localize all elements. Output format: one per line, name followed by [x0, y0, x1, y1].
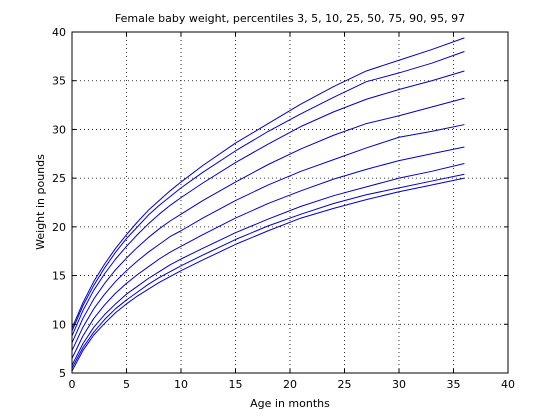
x-tick-label: 30: [392, 378, 406, 391]
chart-title: Female baby weight, percentiles 3, 5, 10…: [115, 12, 465, 25]
y-tick-label: 30: [52, 123, 66, 136]
x-tick-label: 40: [501, 378, 515, 391]
series-line: [71, 37, 465, 329]
x-axis-label: Age in months: [250, 397, 330, 410]
x-tick-label: 35: [447, 378, 461, 391]
x-tick-label: 25: [338, 378, 352, 391]
x-tick-label: 10: [174, 378, 188, 391]
series-line: [71, 146, 465, 359]
series-lines: [71, 37, 465, 372]
y-tick-label: 35: [52, 75, 66, 88]
y-tick-label: 5: [59, 367, 66, 380]
series-line: [71, 97, 465, 344]
y-tick-label: 40: [52, 26, 66, 39]
series-line: [71, 173, 465, 369]
x-tick-label: 15: [229, 378, 243, 391]
series-line: [71, 124, 465, 351]
series-line: [71, 70, 465, 337]
y-axis-label: Weight in pounds: [34, 154, 47, 250]
plot-area: [72, 32, 508, 373]
y-tick-label: 15: [52, 270, 66, 283]
series-line: [71, 163, 465, 366]
y-tick-label: 25: [52, 172, 66, 185]
series-line: [71, 177, 465, 372]
x-tick-label: 20: [283, 378, 297, 391]
y-tick-label: 10: [52, 318, 66, 331]
x-tick-label: 5: [123, 378, 130, 391]
series-line: [71, 51, 465, 332]
x-tick-label: 0: [69, 378, 76, 391]
y-tick-label: 20: [52, 221, 66, 234]
